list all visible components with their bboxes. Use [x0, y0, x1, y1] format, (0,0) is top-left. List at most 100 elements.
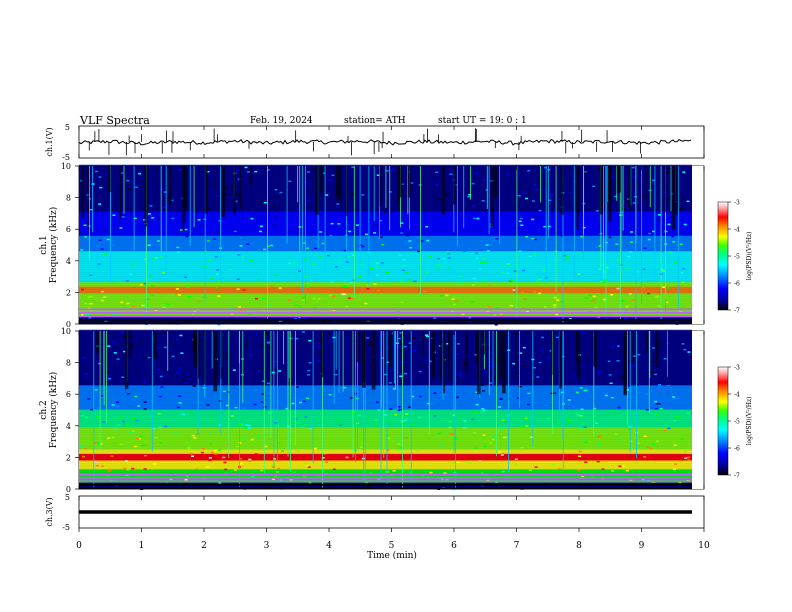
ch2-spec-cell — [140, 488, 144, 490]
ch1-spec-cell — [491, 240, 495, 242]
ch1-spec-cell — [406, 234, 410, 237]
ch1-spec-dark-gap — [560, 166, 564, 215]
ch1-spec-cell — [471, 301, 475, 303]
ch2-spec-cell — [134, 395, 138, 398]
ch2-spec-cell — [191, 455, 194, 457]
ch1-spec-cell — [331, 174, 335, 177]
ch2-spec-cell — [399, 375, 403, 377]
ch2-spec-band — [79, 438, 692, 441]
ch1-spec-cell — [479, 261, 483, 263]
ch2-spec-dark-gap — [431, 331, 435, 379]
ch2-spec-cell — [274, 361, 278, 363]
ch2-spec-cell — [343, 386, 347, 389]
ch1-spec-cell — [195, 224, 199, 227]
ch2-spec-band — [79, 433, 692, 437]
ch2-spec-band — [79, 469, 692, 472]
ch2-spec-cell — [596, 386, 600, 388]
ch2-spec-cell — [649, 447, 653, 450]
ch1-spec-cell — [488, 284, 492, 286]
ch2-spec-lf-line — [79, 473, 692, 476]
ch1-spec-cell — [361, 194, 365, 196]
ch1-spec-cell — [605, 266, 609, 269]
x-tick-label: 7 — [514, 541, 520, 551]
ch1-spec-dark-gap — [250, 166, 253, 187]
ch2-spec-band — [79, 435, 692, 439]
ch1-spec-cell — [538, 209, 542, 212]
ch1-spec-cell — [314, 247, 318, 249]
ch2-spec-cell — [126, 424, 129, 426]
ch2-spec-cell — [134, 381, 138, 384]
ch2-spec-cell — [400, 373, 404, 375]
ch2-spec-cell — [222, 390, 226, 393]
ch1-spec-cell — [148, 221, 152, 223]
ch2-spec-dark-gap — [655, 331, 659, 367]
ch2-spec-cell — [573, 375, 577, 377]
ch1-spec-ytick-label: 8 — [66, 194, 71, 203]
ch2-spec-cell — [567, 399, 571, 401]
ch2-spec-cell — [257, 370, 260, 372]
ch1-spec-cell — [658, 214, 661, 216]
ch2-spec-cell — [381, 357, 384, 359]
ch2-spec-band — [79, 416, 692, 419]
ch2-spec-band — [79, 475, 692, 479]
ch1-spec-cell — [337, 223, 341, 225]
ch2-spec-band — [79, 371, 692, 375]
ch1-spec-cell — [379, 236, 383, 239]
ch1-spec-cell — [425, 272, 429, 274]
ch2-spec-cell — [331, 340, 335, 342]
ch2-spec-cell — [179, 403, 183, 405]
ch2-spec-cell — [679, 350, 683, 353]
ch2-spec-cell — [509, 412, 512, 414]
ch1-spec-cell — [123, 320, 127, 322]
ch2-spec-cell — [144, 335, 148, 337]
ch1-spec-cell — [630, 231, 633, 233]
ch2-spec-cell — [445, 478, 449, 481]
ch1-spec-cell — [202, 296, 206, 298]
ch2-spec-cell — [176, 338, 180, 341]
ch1-spec-cell — [100, 248, 104, 250]
ch2-spec-cell — [244, 427, 248, 429]
ch1-spec-cell — [445, 294, 449, 297]
ch1-spec-cell — [302, 242, 306, 244]
ch1-spec-dark-gap — [616, 166, 621, 193]
ch1-spec-cell — [413, 280, 417, 283]
ch1-spec-cell — [129, 273, 133, 275]
ch2-spec-cell — [456, 343, 460, 345]
ch1-spec-cell — [472, 232, 476, 234]
ch1-spec-cell — [403, 241, 407, 244]
ch2-spec-dark-gap — [551, 331, 553, 375]
ch2-spec-cell — [515, 463, 519, 465]
ch2-spec-cell — [84, 373, 88, 375]
ch1-spec-cell — [417, 237, 421, 239]
ch2-spec-band — [79, 365, 692, 368]
ch2-spec-cell — [464, 455, 468, 457]
ch1-spec-cell — [619, 264, 623, 266]
ch1-spec-cell — [287, 299, 291, 302]
ch1-spec-cell — [665, 212, 669, 215]
ch2-spec-cell — [673, 444, 677, 446]
ch2-spec-cell — [316, 474, 320, 477]
ch2-spec-band — [79, 393, 692, 397]
ch1-spec-cell — [595, 210, 599, 212]
ch2-spec-cell — [607, 360, 611, 362]
ch1-spec-cell — [453, 214, 457, 216]
ch2-spec-cell — [131, 417, 135, 419]
ch1-spec-cell — [141, 304, 145, 307]
ch2-spec-cell — [345, 456, 349, 459]
ch1-spec-cell — [255, 178, 259, 181]
ch1-spec-cell — [629, 251, 633, 253]
ch1-spec-cell — [677, 285, 681, 287]
ch2-spec-cell — [143, 408, 147, 410]
ch2-freq-label: Frequency (kHz) — [48, 372, 59, 449]
ch1-spec-cell — [421, 169, 425, 171]
ch2-spec-cell — [189, 452, 193, 455]
ch2-spec-cell — [256, 435, 260, 438]
ch1-spec-band — [79, 279, 692, 283]
colorbar-ch1: -3 -4 -5 -6 -7 log(PSD)(V²/Hz) — [717, 200, 753, 315]
ch2-spec-band — [79, 396, 692, 399]
ch1-spec-cell — [98, 176, 102, 178]
ch2-spec-cell — [171, 355, 175, 358]
ch2-spec-cell — [678, 481, 682, 484]
ch1-spec-cell — [162, 306, 166, 308]
ch2-spec-cell — [262, 380, 265, 382]
